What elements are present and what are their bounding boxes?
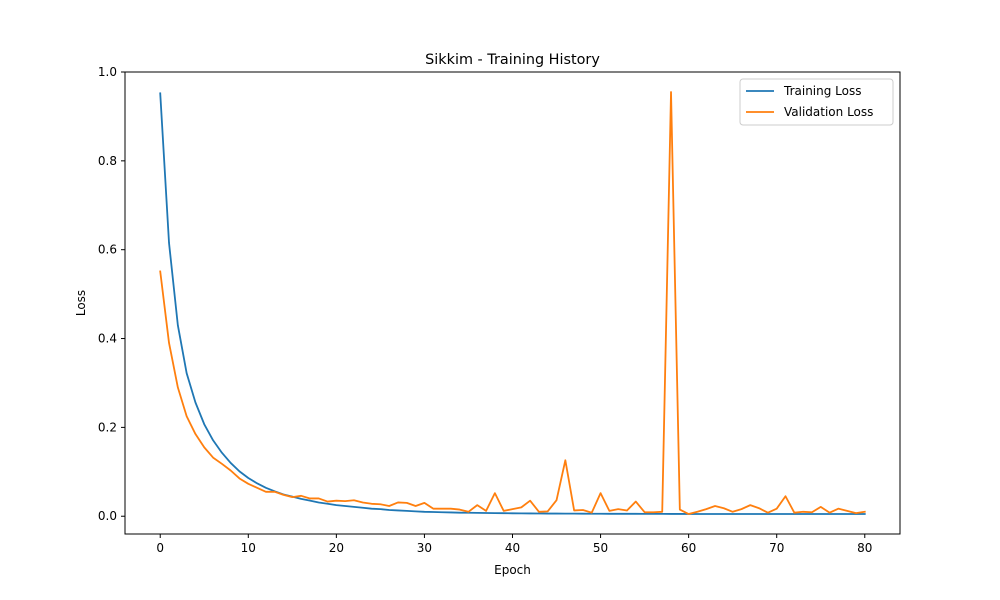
x-tick-label: 0 — [156, 541, 164, 555]
series-line-validation-loss — [159, 91, 866, 515]
y-tick-label: 0.0 — [98, 509, 117, 523]
plot-frame — [124, 71, 901, 535]
y-tick-label: 0.6 — [98, 243, 117, 257]
x-tick-label: 30 — [417, 541, 432, 555]
y-tick-label: 0.8 — [98, 154, 117, 168]
y-axis-label: Loss — [74, 290, 88, 316]
x-tick-label: 40 — [505, 541, 520, 555]
chart-title: Sikkim - Training History — [425, 52, 600, 68]
y-tick-label: 0.4 — [98, 332, 117, 346]
x-axis-ticks: 0 10 20 30 40 50 60 70 80 — [156, 534, 872, 555]
legend: Training Loss Validation Loss — [739, 78, 894, 126]
x-tick-label: 20 — [329, 541, 344, 555]
legend-label: Training Loss — [783, 84, 861, 98]
x-tick-label: 10 — [241, 541, 256, 555]
x-tick-label: 50 — [593, 541, 608, 555]
y-tick-label: 0.2 — [98, 420, 117, 434]
legend-box — [739, 78, 894, 126]
x-tick-label: 70 — [769, 541, 784, 555]
x-axis-label: Epoch — [494, 563, 531, 577]
x-tick-label: 60 — [681, 541, 696, 555]
y-axis-ticks: 0.0 0.2 0.4 0.6 0.8 1.0 — [98, 65, 125, 523]
series-lines — [159, 91, 866, 515]
y-tick-label: 1.0 — [98, 65, 117, 79]
legend-label: Validation Loss — [784, 105, 873, 119]
x-tick-label: 80 — [857, 541, 872, 555]
